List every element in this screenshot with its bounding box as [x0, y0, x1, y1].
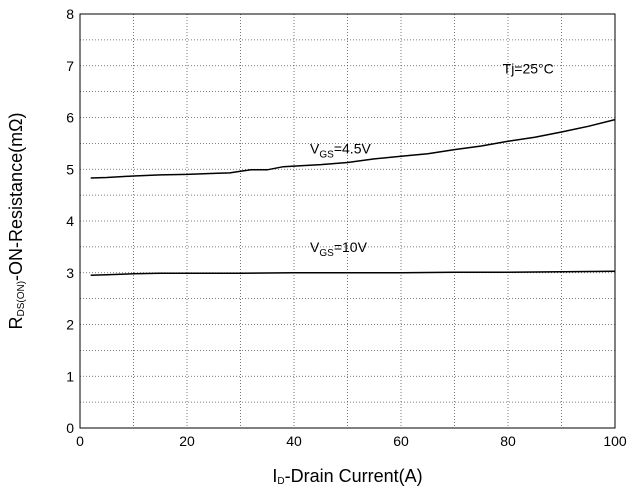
grid	[80, 14, 615, 428]
x-tick-label: 60	[393, 433, 409, 449]
series-layer	[90, 118, 616, 277]
y-tick-label: 1	[66, 368, 74, 384]
y-tick-label: 5	[66, 161, 74, 177]
y-tick-label: 2	[66, 317, 74, 333]
series-line-0	[90, 118, 616, 179]
y-tick-label: 7	[66, 58, 74, 74]
y-axis-label: RDS(ON)-ON-Resistance(mΩ)	[6, 112, 27, 329]
y-tick-label: 3	[66, 265, 74, 281]
annotation-label: VGS=4.5V	[310, 141, 371, 161]
y-tick-labels: 0 1 2 3 4 5 6 7 8	[66, 6, 74, 436]
y-tick-label: 8	[66, 6, 74, 22]
x-tick-label: 0	[76, 433, 84, 449]
x-tick-label: 100	[603, 433, 627, 449]
plot-frame	[79, 13, 616, 429]
x-tick-label: 80	[500, 433, 516, 449]
y-tick-label: 6	[66, 110, 74, 126]
x-tick-labels: 0 20 40 60 80 100	[76, 433, 627, 449]
y-tick-label: 0	[66, 420, 74, 436]
annotations: VGS=4.5V VGS=10V Tj=25°C	[310, 61, 554, 260]
annotation-label: VGS=10V	[310, 239, 368, 259]
x-axis-label: ID-Drain Current(A)	[272, 466, 422, 487]
x-tick-label: 40	[286, 433, 302, 449]
series-line-1	[90, 270, 616, 277]
x-tick-label: 20	[179, 433, 195, 449]
y-tick-label: 4	[66, 213, 74, 229]
annotation-label: Tj=25°C	[503, 61, 554, 77]
